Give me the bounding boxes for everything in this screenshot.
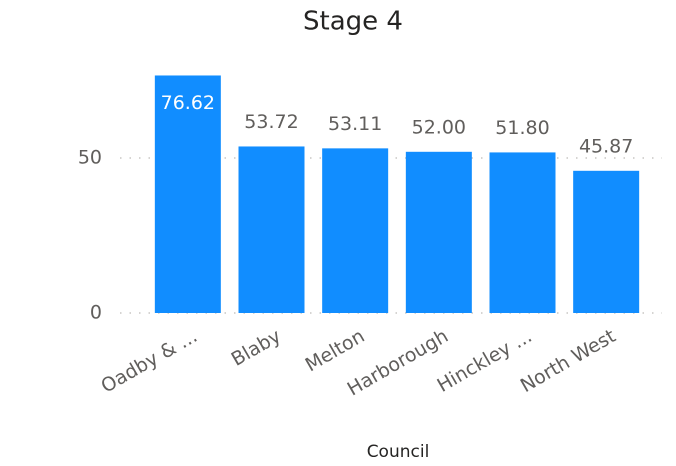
x-axis-title: Council: [367, 442, 430, 462]
data-label: 76.62: [161, 92, 215, 114]
data-label: 53.72: [244, 111, 298, 133]
bar: [238, 146, 305, 313]
data-label: 53.11: [328, 113, 382, 135]
x-tick-label: Melton: [302, 325, 369, 376]
data-label: 45.87: [579, 135, 633, 157]
bar: [405, 151, 472, 313]
bar: [154, 75, 221, 313]
y-tick-label: 0: [90, 302, 102, 324]
data-label: 51.80: [495, 117, 549, 139]
bar: [322, 148, 389, 313]
bar: [573, 170, 640, 313]
data-label: 52.00: [412, 116, 466, 138]
x-tick-label: Blaby: [228, 325, 285, 371]
bar: [489, 152, 556, 313]
chart-title: Stage 4: [303, 7, 403, 37]
x-tick-label: Oadby & ...: [97, 325, 201, 398]
x-tick-label: North West: [517, 325, 620, 397]
y-tick-label: 50: [78, 147, 102, 169]
